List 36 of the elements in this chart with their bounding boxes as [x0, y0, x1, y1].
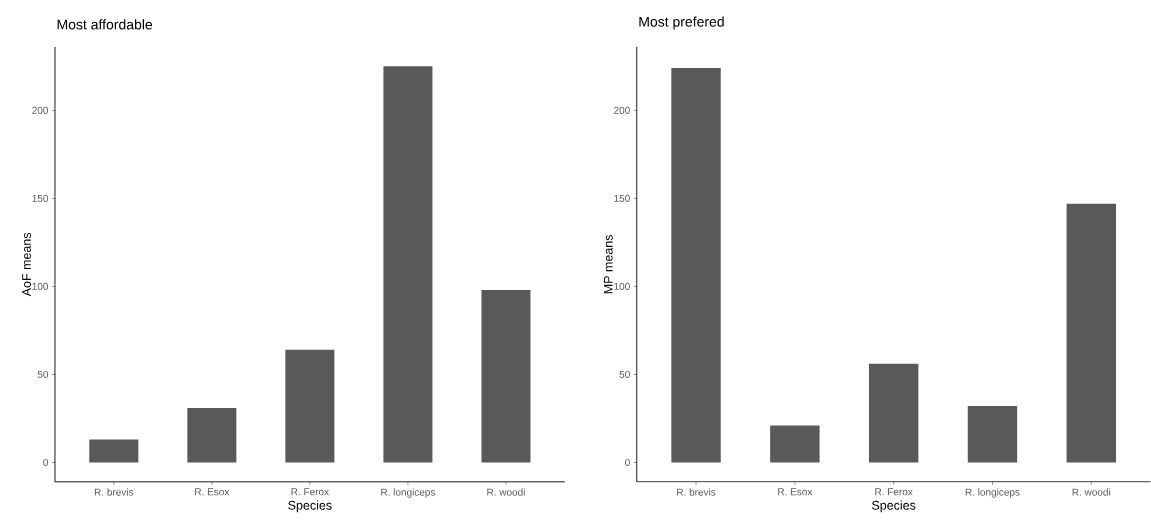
bar: [671, 68, 721, 463]
bar: [770, 425, 820, 463]
bar: [868, 363, 919, 463]
y-tick-label: 200: [614, 106, 630, 114]
x-axis-title: Species: [872, 500, 916, 513]
x-tick-label: R. Esox: [195, 488, 230, 496]
y-axis-title: MP means: [603, 235, 613, 294]
bar: [285, 349, 335, 463]
bar: [481, 290, 531, 463]
x-tick-label: R. Esox: [778, 488, 813, 496]
x-tick-label: R. longiceps: [381, 488, 436, 498]
y-tick-label: 150: [32, 194, 49, 203]
y-tick-label: 100: [32, 282, 49, 291]
x-tick-label: R. longiceps: [965, 488, 1020, 498]
bar: [383, 66, 433, 463]
y-tick-label: 0: [625, 459, 630, 467]
x-tick-label: R. woodi: [487, 488, 525, 496]
bar: [1066, 203, 1116, 463]
y-tick-label: 100: [614, 282, 630, 291]
y-tick-label: 50: [37, 370, 49, 379]
x-tick-label: R. Ferox: [875, 488, 913, 496]
bar: [89, 439, 139, 463]
x-tick-label: R. brevis: [677, 488, 716, 496]
x-tick-label: R. woodi: [1072, 488, 1111, 496]
chart-title: Most affordable: [57, 19, 153, 30]
y-tick-label: 200: [32, 106, 49, 114]
y-tick-label: 50: [619, 370, 630, 379]
x-tick-label: R. Ferox: [291, 488, 329, 496]
y-axis-title: AoF means: [22, 233, 31, 297]
y-tick-label: 0: [43, 459, 49, 467]
chart-title: Most prefered: [639, 16, 724, 30]
y-tick-label: 150: [614, 194, 630, 203]
bar: [187, 407, 237, 463]
x-tick-label: R. brevis: [94, 488, 134, 496]
x-axis-title: Species: [288, 500, 332, 513]
bar: [967, 406, 1018, 463]
